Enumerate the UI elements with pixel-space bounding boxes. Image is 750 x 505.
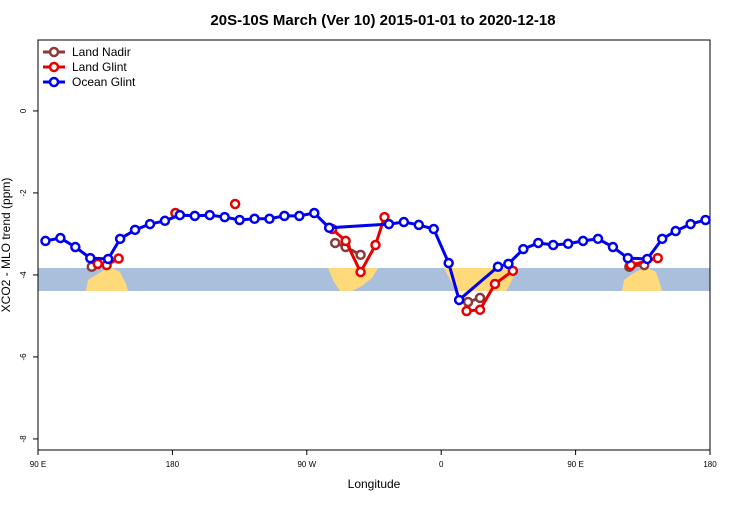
land-patch [622,268,662,291]
point [159,215,171,227]
point [249,213,260,225]
point [474,304,486,316]
point [577,235,589,247]
y-tick-label: -8 [19,435,28,443]
y-tick-label: -4 [19,271,28,279]
legend-label: Ocean Glint [72,75,136,89]
point [489,278,501,290]
legend-marker [48,76,60,88]
point [40,235,51,247]
point [670,225,681,237]
point [204,209,215,221]
point [383,218,395,230]
point [533,237,544,249]
point [562,238,574,250]
point [503,258,514,270]
point [507,265,519,277]
plot-frame [37,39,711,451]
x-axis-label: Longitude [348,477,401,491]
point [547,239,559,251]
point [219,211,230,223]
y-tick-label: 0 [19,108,28,113]
point [329,237,341,249]
x-tick-label: 180 [166,460,180,469]
legend-label: Land Nadir [72,45,131,59]
y-tick-label: -6 [19,353,28,361]
map-band [38,268,710,291]
point [462,296,474,308]
point [309,207,320,219]
point [229,198,241,210]
point [453,294,465,306]
point [340,235,351,247]
point [102,253,114,265]
point [461,305,472,317]
legend-label: Land Glint [72,60,127,74]
point [370,239,381,251]
point [279,210,290,222]
point [398,216,410,228]
point [379,211,390,223]
x-tick-label: 90 W [297,460,316,469]
point [144,218,156,230]
point [355,266,366,278]
x-tick-label: 0 [439,460,444,469]
x-tick-label: 180 [703,460,717,469]
point [652,252,663,264]
point [189,210,201,222]
point [355,249,366,261]
legend-marker [48,61,60,73]
y-axis-label: XCO2 - MLO trend (ppm) [0,178,13,313]
point [700,214,711,226]
point [85,252,96,264]
point [685,218,696,230]
point [55,232,66,244]
chart-title: 20S-10S March (Ver 10) 2015-01-01 to 202… [210,12,555,29]
point [264,213,275,225]
point [492,261,504,272]
point [92,258,103,270]
point [70,241,81,253]
point [323,222,335,234]
ocean-band [38,268,710,291]
point [413,219,425,231]
point [234,214,245,226]
x-tick-label: 90 E [567,460,583,469]
point [294,210,305,222]
point [428,223,439,235]
y-tick-label: -2 [19,189,28,197]
point [607,241,619,253]
x-tick-label: 90 E [30,460,46,469]
point [622,252,634,264]
point [518,243,529,255]
legend-marker [48,46,60,58]
point [129,224,141,236]
series-line [97,216,659,313]
point [113,253,124,264]
point [656,233,668,245]
point [474,292,486,304]
point [443,257,454,269]
point [174,209,186,221]
point [114,233,126,245]
land-patch [86,268,128,291]
point [592,233,604,245]
point [642,253,653,265]
